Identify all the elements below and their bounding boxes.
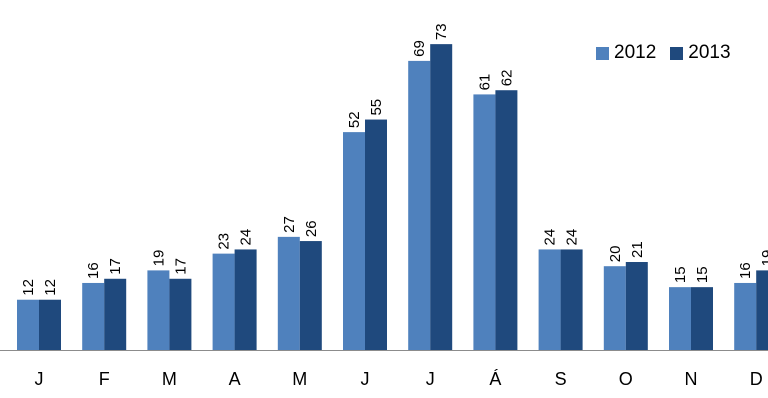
data-label-2012-3: 19 (150, 250, 167, 267)
data-label-2013-1: 12 (42, 279, 59, 296)
bar-2012-9 (538, 249, 561, 350)
legend-label-2013: 2013 (688, 42, 731, 63)
bar-2012-6 (343, 132, 365, 350)
x-tick-label-7: J (426, 369, 435, 389)
data-label-2012-11: 15 (672, 266, 689, 283)
bar-2012-5 (277, 236, 300, 350)
x-tick-label-6: J (361, 369, 370, 389)
data-label-2013-3: 17 (172, 258, 189, 275)
data-label-2013-12: 19 (759, 250, 768, 267)
bar-2013-5 (299, 241, 322, 350)
bar-2013-10 (625, 262, 648, 350)
bar-2013-4 (234, 249, 257, 350)
bar-2013-6 (365, 119, 387, 350)
x-tick-label-10: O (619, 369, 633, 389)
bar-2013-8 (495, 90, 518, 350)
x-tick-label-3: M (162, 369, 177, 389)
x-tick-label-9: S (555, 369, 567, 389)
x-tick-label-5: M (292, 369, 307, 389)
bar-2012-4 (212, 253, 235, 350)
data-label-2012-7: 69 (411, 40, 428, 57)
data-label-2012-2: 16 (85, 262, 102, 279)
bar-2012-10 (603, 266, 626, 350)
legend-item-2013: 2013 (670, 42, 731, 64)
x-tick-label-2: F (99, 369, 110, 389)
data-label-2012-8: 61 (476, 74, 493, 91)
bar-2012-3 (147, 270, 170, 350)
bar-2013-1 (39, 299, 61, 350)
data-label-2012-1: 12 (20, 279, 37, 296)
bar-2013-12 (756, 270, 768, 350)
bar-2012-1 (17, 299, 39, 350)
x-tick-label-4: A (229, 369, 241, 389)
x-tick-label-11: N (685, 369, 698, 389)
data-label-2013-6: 55 (368, 99, 385, 116)
bar-2013-9 (560, 249, 583, 350)
chart-legend: 2012 2013 (596, 42, 731, 64)
x-tick-label-8: Á (489, 369, 501, 389)
x-tick-label-12: D (750, 369, 763, 389)
data-label-2013-9: 24 (564, 229, 581, 246)
bar-2013-3 (169, 278, 192, 350)
data-label-2013-7: 73 (433, 23, 450, 40)
data-label-2012-5: 27 (281, 216, 298, 233)
data-label-2012-4: 23 (216, 233, 233, 250)
bar-2012-7 (408, 60, 431, 350)
bar-2013-11 (691, 287, 713, 350)
legend-item-2012: 2012 (596, 42, 656, 64)
data-label-2013-8: 62 (498, 70, 515, 87)
bar-2012-12 (734, 282, 757, 350)
data-label-2013-5: 26 (303, 220, 320, 237)
bar-2012-2 (82, 282, 105, 350)
data-label-2013-10: 21 (629, 241, 646, 258)
x-tick-label-1: J (35, 369, 44, 389)
data-label-2012-6: 52 (346, 111, 363, 128)
data-label-2012-9: 24 (542, 229, 559, 246)
data-label-2012-10: 20 (607, 246, 624, 263)
bar-2012-8 (473, 94, 496, 350)
legend-label-2012: 2012 (614, 42, 657, 63)
bar-2013-2 (104, 278, 127, 350)
data-label-2013-4: 24 (238, 229, 255, 246)
legend-swatch-2012 (596, 46, 609, 60)
data-label-2012-12: 16 (737, 262, 754, 279)
legend-swatch-2013 (670, 46, 684, 60)
bar-2012-11 (669, 287, 691, 350)
data-label-2013-11: 15 (694, 266, 711, 283)
data-label-2013-2: 17 (107, 258, 124, 275)
bar-2013-7 (430, 44, 453, 350)
